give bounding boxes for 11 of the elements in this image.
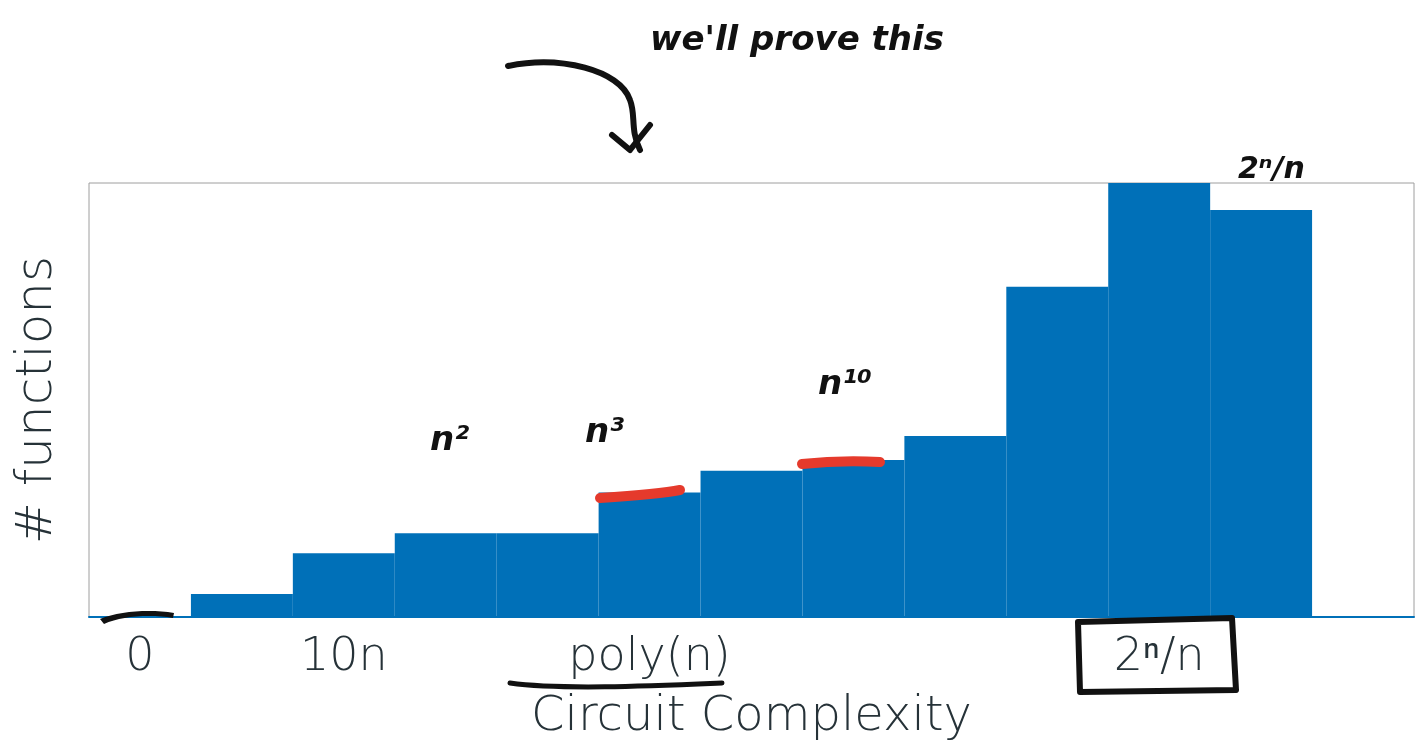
x-axis-title: Circuit Complexity bbox=[531, 685, 972, 741]
annotation: 2ⁿ/n bbox=[1238, 150, 1305, 185]
annotation: n¹⁰ bbox=[818, 362, 872, 402]
x-tick-label: 2ⁿ/n bbox=[1113, 627, 1205, 681]
x-tick-label: 0 bbox=[125, 627, 155, 681]
annotation: n³ bbox=[585, 410, 625, 450]
text: we'll prove this bbox=[650, 18, 944, 58]
x-tick-label: 10n bbox=[299, 627, 388, 681]
annotation: n² bbox=[430, 418, 470, 458]
x-tick-label: poly(n) bbox=[568, 627, 731, 681]
y-axis-title: # functions bbox=[5, 255, 63, 545]
